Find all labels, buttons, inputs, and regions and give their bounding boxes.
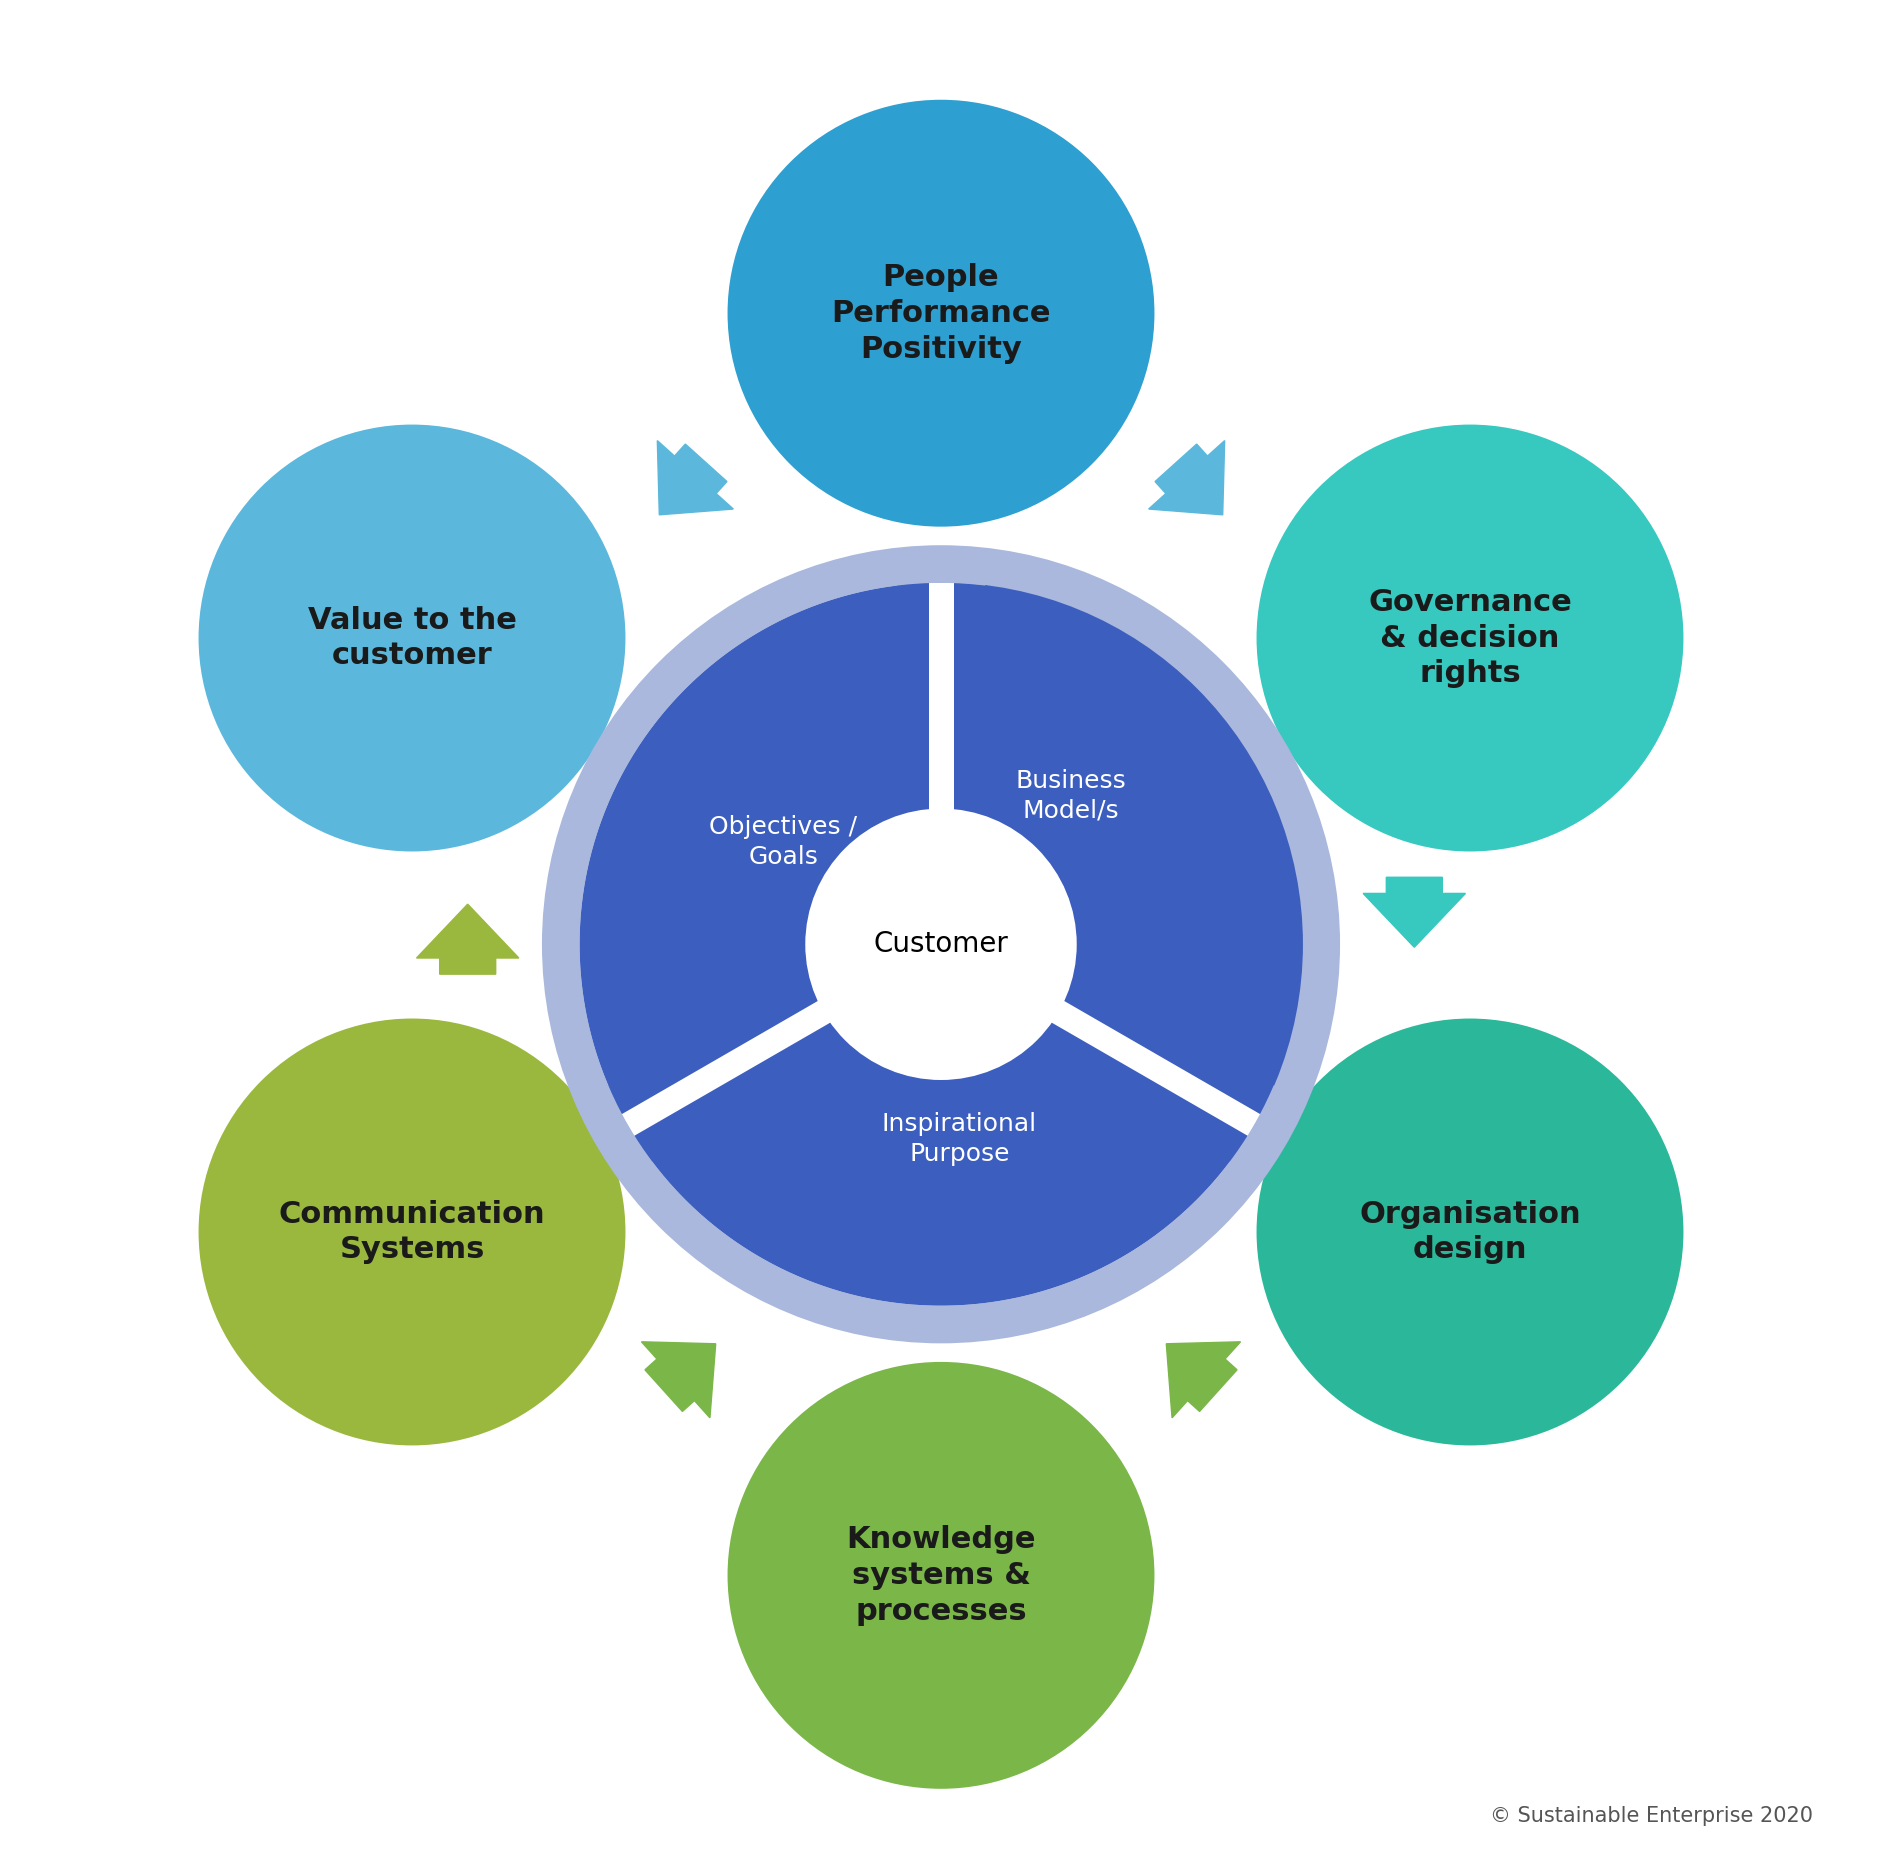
Circle shape bbox=[542, 546, 1340, 1343]
Circle shape bbox=[580, 582, 1302, 1307]
Text: Value to the
customer: Value to the customer bbox=[307, 606, 516, 671]
Text: Objectives /
Goals: Objectives / Goals bbox=[710, 815, 856, 870]
Text: © Sustainable Enterprise 2020: © Sustainable Enterprise 2020 bbox=[1491, 1806, 1814, 1825]
Circle shape bbox=[728, 1361, 1154, 1790]
Circle shape bbox=[1257, 1019, 1683, 1446]
FancyArrow shape bbox=[1167, 1343, 1240, 1417]
Text: Organisation
design: Organisation design bbox=[1359, 1199, 1581, 1264]
FancyArrow shape bbox=[642, 1343, 715, 1417]
Circle shape bbox=[728, 99, 1154, 527]
Circle shape bbox=[199, 1019, 625, 1446]
Text: Governance
& decision
rights: Governance & decision rights bbox=[1368, 587, 1571, 688]
FancyArrow shape bbox=[416, 905, 519, 974]
FancyArrow shape bbox=[1363, 877, 1466, 948]
Text: Communication
Systems: Communication Systems bbox=[279, 1199, 546, 1264]
Text: Knowledge
systems &
processes: Knowledge systems & processes bbox=[847, 1524, 1035, 1625]
FancyArrow shape bbox=[657, 441, 734, 514]
Text: People
Performance
Positivity: People Performance Positivity bbox=[832, 264, 1050, 363]
Circle shape bbox=[199, 424, 625, 851]
Text: Inspirational
Purpose: Inspirational Purpose bbox=[883, 1113, 1037, 1167]
Text: Business
Model/s: Business Model/s bbox=[1016, 769, 1125, 823]
FancyArrow shape bbox=[1148, 441, 1225, 514]
Circle shape bbox=[807, 810, 1075, 1077]
Circle shape bbox=[1257, 424, 1683, 851]
Text: Customer: Customer bbox=[873, 929, 1009, 957]
